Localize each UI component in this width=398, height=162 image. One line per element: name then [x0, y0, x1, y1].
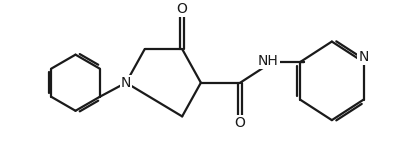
Text: O: O [177, 2, 187, 16]
Text: O: O [235, 116, 246, 130]
Text: N: N [121, 76, 131, 90]
Text: NH: NH [258, 54, 279, 68]
Text: N: N [359, 50, 369, 64]
